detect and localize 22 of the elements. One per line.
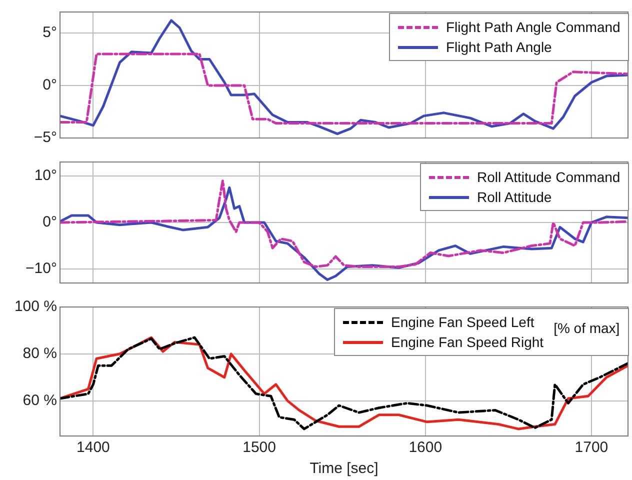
y-tick-label: 0° — [42, 214, 57, 231]
x-tick-label: 1600 — [408, 439, 442, 456]
legend-label: Roll Attitude Command — [477, 169, 620, 185]
legend-label: Engine Fan Speed Right — [391, 334, 544, 350]
y-tick-label: 80 % — [22, 345, 57, 362]
y-tick-label: 60 % — [22, 392, 57, 409]
y-tick-label: −10° — [26, 260, 57, 278]
line-series — [60, 336, 628, 430]
legend-label: Flight Path Angle — [446, 39, 552, 55]
x-tick-label: 1700 — [574, 439, 608, 456]
annotation: [% of max] — [554, 319, 620, 336]
x-tick-label: 1400 — [76, 439, 110, 456]
y-tick-label: 10° — [34, 167, 57, 184]
y-tick-label: 100 % — [14, 298, 57, 316]
x-axis-title: Time [sec] — [310, 460, 378, 478]
legend-label: Flight Path Angle Command — [446, 19, 620, 35]
y-tick-label: 5° — [42, 24, 57, 42]
x-tick-label: 1500 — [242, 439, 276, 456]
legend-label: Engine Fan Speed Left — [391, 314, 534, 330]
y-tick-label: −5° — [34, 129, 57, 146]
legend-label: Roll Attitude — [477, 189, 552, 205]
y-tick-label: 0° — [42, 76, 57, 94]
